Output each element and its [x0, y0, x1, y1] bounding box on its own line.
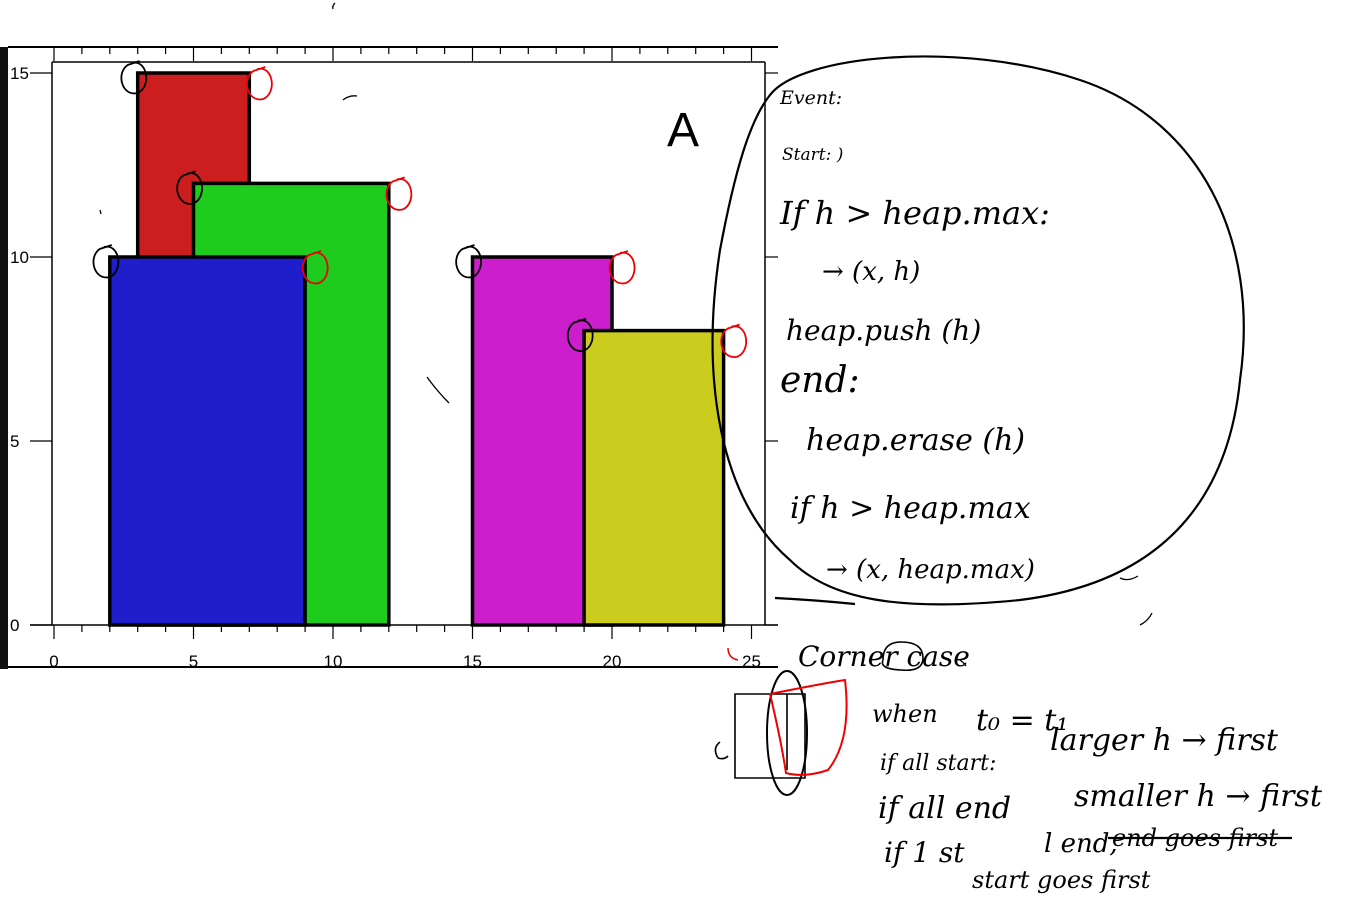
x-tick-label: 25 [742, 652, 761, 671]
note-all-end: if all end [878, 791, 1011, 826]
note-heap-erase: heap.erase (h) [806, 423, 1025, 458]
red-tick-stroke [727, 647, 739, 661]
y-axis: 0 5 10 15 [10, 64, 778, 635]
corner-case-circle [881, 641, 924, 672]
x-tick-label: 20 [603, 652, 622, 671]
notes-tail [774, 596, 856, 606]
note-arrow-heapmax: → (x, heap.max) [826, 555, 1035, 585]
y-tick-label: 5 [10, 432, 19, 451]
note-smaller-h: smaller h → first [1074, 779, 1323, 814]
x-tick-label: 0 [49, 652, 58, 671]
end-marker [385, 176, 413, 211]
note-if-h: If h > heap.max: [779, 194, 1050, 232]
end-marker [720, 323, 747, 358]
note-event: Event: [779, 87, 842, 109]
end-marker [301, 250, 329, 285]
building-bar [108, 255, 307, 627]
note-one-end: l end, [1044, 829, 1118, 859]
left-edge-bar [0, 47, 8, 669]
y-tick-label: 0 [10, 616, 19, 635]
note-heap-push: heap.push (h) [786, 314, 981, 347]
note-end: end: [780, 360, 860, 401]
notes-circle [711, 55, 1245, 606]
chart-bars [108, 71, 726, 627]
note-arrow-xh: → (x, h) [822, 257, 920, 287]
x-tick-label: 10 [324, 652, 343, 671]
note-when: when [872, 700, 938, 728]
note-start: Start: ) [782, 145, 843, 165]
x-tick-label: 5 [189, 652, 198, 671]
note-larger-h: larger h → first [1050, 723, 1279, 758]
x-tick-label: 15 [463, 652, 482, 671]
note-if-h2: if h > heap.max [790, 491, 1031, 526]
note-all-start: if all start: [880, 751, 996, 776]
start-marker [92, 244, 120, 279]
chart-frame [8, 46, 778, 668]
note-when-eq: t₀ = t₁ [976, 703, 1068, 738]
start-marker [566, 317, 594, 352]
y-tick-label: 15 [10, 64, 29, 83]
stray-strokes [99, 2, 1153, 667]
corner-case-sketch [714, 670, 848, 796]
end-marker [608, 250, 636, 285]
note-one-start: if 1 st [884, 836, 965, 869]
start-marker [120, 60, 148, 95]
note-start-goes: start goes first [972, 866, 1151, 894]
building-bar [582, 328, 726, 627]
y-tick-label: 10 [10, 248, 29, 267]
end-marker [246, 66, 273, 101]
panel-label: A [667, 104, 699, 157]
endpoint-markers [92, 60, 747, 358]
start-marker [455, 244, 482, 279]
start-marker [176, 170, 203, 205]
